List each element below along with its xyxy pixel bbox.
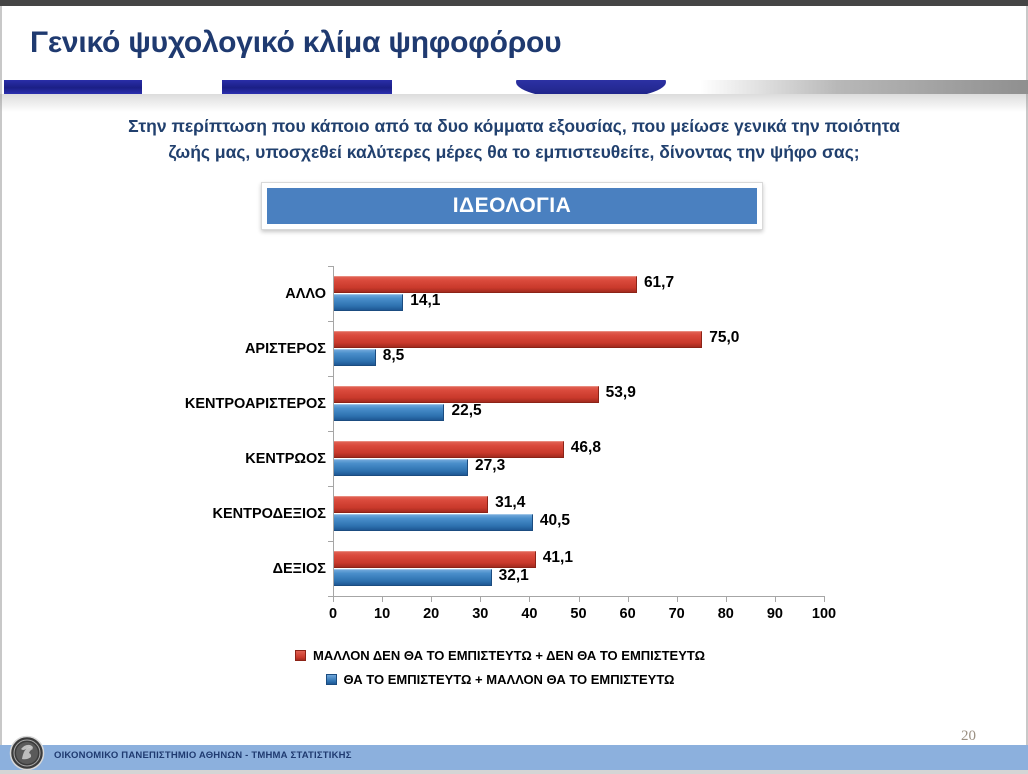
- bar-value-label: 41,1: [542, 549, 573, 566]
- x-axis-tick: [578, 596, 580, 602]
- bar: [334, 331, 703, 348]
- bar: [334, 349, 376, 366]
- slide-title: Γενικό ψυχολογικό κλίμα ψηφοφόρου: [30, 26, 562, 59]
- bar: [334, 294, 404, 311]
- x-axis-tick-label: 90: [766, 606, 783, 622]
- category-label: ΑΡΙΣΤΕΡΟΣ: [244, 340, 326, 357]
- bar-value-label: 31,4: [495, 494, 526, 511]
- bar-value-label: 14,1: [410, 292, 441, 309]
- bar-value-label: 75,0: [709, 329, 740, 346]
- footer-organization-text: ΟΙΚΟΝΟΜΙΚΟ ΠΑΝΕΠΙΣΤΗΜΙΟ ΑΘΗΝΩΝ - ΤΜΗΜΑ Σ…: [54, 750, 352, 761]
- y-axis-tick: [328, 266, 333, 267]
- x-axis-tick: [627, 596, 629, 602]
- bar: [334, 404, 445, 421]
- top-edge-strip: [0, 0, 1028, 6]
- question-subtitle: Στην περίπτωση που κάποιο από τα δυο κόμ…: [64, 113, 964, 165]
- bar-group: 75,0 8,5: [334, 321, 825, 376]
- bar-group: 31,4 40,5: [334, 486, 825, 541]
- bar: [334, 514, 533, 531]
- athens-university-seal-icon: [9, 735, 45, 771]
- band-drop-shadow: [0, 94, 1028, 112]
- legend-item[interactable]: ΜΑΛΛΟΝ ΔΕΝ ΘΑ ΤΟ ΕΜΠΙΣΤΕΥΤΩ + ΔΕΝ ΘΑ ΤΟ …: [120, 643, 880, 667]
- category-axis-labels: ΑΛΛΟ ΑΡΙΣΤΕΡΟΣ ΚΕΝΤΡΟΑΡΙΣΤΕΡΟΣ ΚΕΝΤΡΩΟΣ ΚΕΝΤ…: [120, 266, 332, 596]
- legend-item[interactable]: ΘΑ ΤΟ ΕΜΠΙΣΤΕΥΤΩ + ΜΑΛΛΟΝ ΘΑ ΤΟ ΕΜΠΙΣΤΕΥ…: [120, 667, 880, 691]
- category-label: ΔΕΞΙΟΣ: [272, 560, 326, 577]
- x-axis-tick-label: 30: [472, 606, 489, 622]
- bar-value-label: 32,1: [498, 567, 529, 584]
- chart-plot-area: 0 10 20 30 40 50 60 70 80 90 100 61,7 14,1 75,0 8,5 53,…: [328, 266, 836, 622]
- band-segment-mid: [222, 80, 392, 94]
- bar-value-label: 27,3: [475, 457, 506, 474]
- x-axis-tick-label: 100: [811, 606, 837, 622]
- section-header-box: ΙΔΕΟΛΟΓΙΑ: [267, 188, 757, 224]
- bar: [334, 496, 489, 513]
- x-axis-tick: [529, 596, 531, 602]
- bar: [334, 459, 469, 476]
- legend-swatch-icon: [294, 649, 306, 661]
- chart-legend: ΜΑΛΛΟΝ ΔΕΝ ΘΑ ΤΟ ΕΜΠΙΣΤΕΥΤΩ + ΔΕΝ ΘΑ ΤΟ …: [120, 643, 880, 691]
- x-axis-tick-label: 50: [570, 606, 587, 622]
- bar-group: 61,7 14,1: [334, 266, 825, 321]
- category-label: ΑΛΛΟ: [285, 285, 326, 302]
- y-axis-tick: [328, 431, 333, 432]
- bar: [334, 276, 637, 293]
- bar-group: 46,8 27,3: [334, 431, 825, 486]
- y-axis-tick: [328, 376, 333, 377]
- x-axis-tick: [774, 596, 776, 602]
- bar-value-label: 53,9: [605, 384, 636, 401]
- value-axis-line: [333, 266, 334, 596]
- bar-chart: ΑΛΛΟ ΑΡΙΣΤΕΡΟΣ ΚΕΝΤΡΟΑΡΙΣΤΕΡΟΣ ΚΕΝΤΡΩΟΣ ΚΕΝΤ…: [120, 266, 880, 622]
- legend-label: ΘΑ ΤΟ ΕΜΠΙΣΤΕΥΤΩ + ΜΑΛΛΟΝ ΘΑ ΤΟ ΕΜΠΙΣΤΕΥ…: [343, 671, 675, 687]
- category-label: ΚΕΝΤΡΟΔΕΞΙΟΣ: [212, 505, 326, 522]
- y-axis-tick: [328, 596, 333, 597]
- band-segment-left: [4, 80, 142, 94]
- section-header-card: ΙΔΕΟΛΟΓΙΑ: [261, 182, 763, 230]
- page-number: 20: [961, 728, 976, 744]
- y-axis-tick: [328, 541, 333, 542]
- band-gray-gradient: [700, 80, 1028, 94]
- bar-value-label: 40,5: [539, 512, 571, 529]
- y-axis-tick: [328, 321, 333, 322]
- bar-value-label: 22,5: [451, 402, 482, 419]
- bar-value-label: 46,8: [570, 439, 601, 456]
- legend-swatch-icon: [325, 673, 337, 685]
- x-axis-tick: [725, 596, 727, 602]
- category-label: ΚΕΝΤΡΟΑΡΙΣΤΕΡΟΣ: [184, 395, 326, 412]
- bar-group: 53,9 22,5: [334, 376, 825, 431]
- x-axis-tick-label: 0: [328, 606, 338, 622]
- x-axis-tick: [431, 596, 433, 602]
- subtitle-line-1: Στην περίπτωση που κάποιο από τα δυο κόμ…: [128, 116, 900, 136]
- x-axis-tick: [824, 596, 825, 602]
- category-label: ΚΕΝΤΡΩΟΣ: [245, 450, 326, 467]
- x-axis-tick: [676, 596, 678, 602]
- x-axis-tick-label: 80: [717, 606, 734, 622]
- bar: [334, 551, 536, 568]
- section-header-label: ΙΔΕΟΛΟΓΙΑ: [452, 194, 572, 217]
- band-arc-shape: [516, 80, 666, 94]
- bar: [334, 569, 492, 586]
- x-axis-tick: [382, 596, 384, 602]
- x-axis-tick: [333, 596, 334, 602]
- x-axis-tick-label: 10: [374, 606, 391, 622]
- bar: [334, 386, 599, 403]
- x-axis-tick-label: 60: [619, 606, 636, 622]
- x-axis-tick-label: 20: [423, 606, 440, 622]
- decorative-header-band: [0, 80, 1028, 94]
- subtitle-line-2: ζωής μας, υποσχεθεί καλύτερες μέρες θα τ…: [168, 142, 860, 162]
- x-axis-tick-label: 70: [668, 606, 685, 622]
- bar-value-label: 8,5: [382, 347, 405, 364]
- bar-group: 41,1 32,1: [334, 541, 825, 596]
- bar: [334, 441, 564, 458]
- y-axis-tick: [328, 486, 333, 487]
- legend-label: ΜΑΛΛΟΝ ΔΕΝ ΘΑ ΤΟ ΕΜΠΙΣΤΕΥΤΩ + ΔΕΝ ΘΑ ΤΟ …: [312, 647, 705, 663]
- x-axis-tick: [480, 596, 482, 602]
- bottom-edge-strip: [0, 770, 1028, 774]
- x-axis-tick-label: 40: [521, 606, 538, 622]
- bar-value-label: 61,7: [643, 274, 675, 291]
